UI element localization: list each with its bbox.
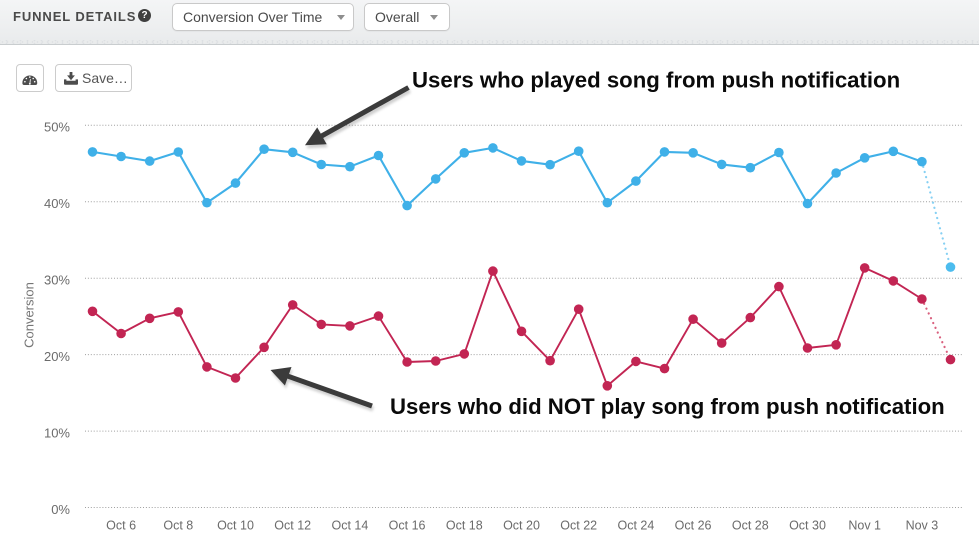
svg-text:Nov 1: Nov 1 xyxy=(848,519,881,533)
svg-text:Oct 16: Oct 16 xyxy=(389,519,426,533)
svg-text:Nov 3: Nov 3 xyxy=(906,519,939,533)
svg-text:20%: 20% xyxy=(44,349,70,364)
svg-text:10%: 10% xyxy=(44,425,70,440)
svg-text:Oct 26: Oct 26 xyxy=(675,519,712,533)
svg-text:Oct 8: Oct 8 xyxy=(163,519,193,533)
svg-text:0%: 0% xyxy=(51,502,70,517)
svg-text:Users who played song from pus: Users who played song from push notifica… xyxy=(412,68,900,93)
svg-text:Oct 6: Oct 6 xyxy=(106,519,136,533)
svg-text:Oct 14: Oct 14 xyxy=(331,519,368,533)
svg-text:Oct 30: Oct 30 xyxy=(789,519,826,533)
svg-text:Oct 22: Oct 22 xyxy=(560,519,597,533)
svg-text:Users who did NOT play song fr: Users who did NOT play song from push no… xyxy=(390,394,945,419)
svg-text:Oct 12: Oct 12 xyxy=(274,519,311,533)
svg-text:30%: 30% xyxy=(44,273,70,288)
svg-text:40%: 40% xyxy=(44,196,70,211)
svg-text:Oct 28: Oct 28 xyxy=(732,519,769,533)
svg-text:Oct 20: Oct 20 xyxy=(503,519,540,533)
svg-text:Oct 18: Oct 18 xyxy=(446,519,483,533)
svg-text:Conversion: Conversion xyxy=(22,282,37,348)
svg-text:50%: 50% xyxy=(44,120,70,135)
svg-text:Oct 10: Oct 10 xyxy=(217,519,254,533)
svg-text:Oct 24: Oct 24 xyxy=(617,519,654,533)
